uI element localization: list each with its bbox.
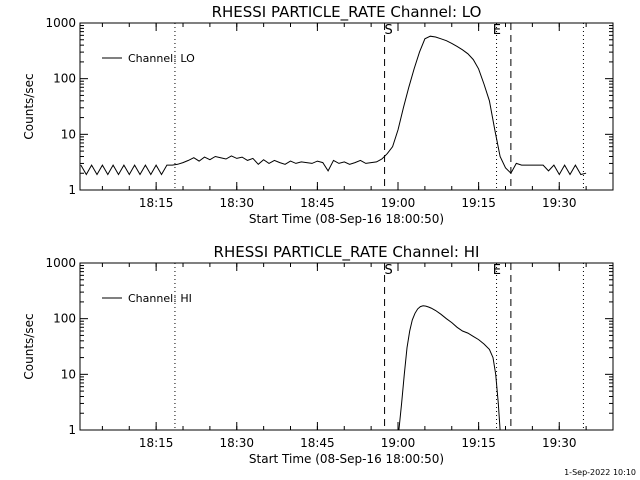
- x-tick-label: 19:30: [542, 196, 577, 210]
- x-tick-label: 18:15: [139, 196, 174, 210]
- series-line: [398, 305, 501, 431]
- x-tick-label: 18:45: [300, 196, 335, 210]
- legend-label: Channel: LO: [128, 52, 195, 65]
- marker-label-s: S: [384, 263, 392, 278]
- x-tick-label: 19:15: [461, 436, 496, 450]
- chart-panel-lo: RHESSI PARTICLE_RATE Channel: LO Start Ti…: [22, 3, 614, 226]
- plot-frame: [79, 262, 614, 431]
- marker-label-s: S: [384, 23, 392, 38]
- y-tick-label: 100: [53, 312, 76, 326]
- plot-frame: [79, 22, 614, 191]
- marker-label-e: E: [493, 263, 501, 278]
- y-tick-label: 100: [53, 72, 76, 86]
- y-axis-label: Counts/sec: [22, 313, 36, 379]
- y-tick-label: 1: [68, 423, 76, 437]
- x-tick-label: 19:30: [542, 436, 577, 450]
- x-tick-label: 18:15: [139, 436, 174, 450]
- x-tick-label: 19:15: [461, 196, 496, 210]
- x-tick-label: 19:00: [381, 436, 416, 450]
- marker-label-e: E: [493, 23, 501, 38]
- y-tick-label: 1000: [45, 16, 76, 30]
- x-tick-label: 18:30: [219, 436, 254, 450]
- y-tick-label: 10: [61, 367, 76, 381]
- series-line: [80, 35, 587, 176]
- chart-title: RHESSI PARTICLE_RATE Channel: HI: [214, 243, 480, 262]
- y-tick-label: 1: [68, 183, 76, 197]
- legend-label: Channel: HI: [128, 292, 192, 305]
- x-tick-label: 19:00: [381, 196, 416, 210]
- chart-panel-hi: RHESSI PARTICLE_RATE Channel: HI Start Ti…: [22, 243, 614, 466]
- x-axis-label: Start Time (08-Sep-16 18:00:50): [249, 212, 444, 226]
- x-tick-label: 18:45: [300, 436, 335, 450]
- x-axis-label: Start Time (08-Sep-16 18:00:50): [249, 452, 444, 466]
- y-tick-label: 1000: [45, 256, 76, 270]
- timestamp-label: 1-Sep-2022 10:10: [564, 468, 636, 477]
- x-tick-label: 18:30: [219, 196, 254, 210]
- y-axis-label: Counts/sec: [22, 73, 36, 139]
- chart-title: RHESSI PARTICLE_RATE Channel: LO: [212, 3, 482, 22]
- y-tick-label: 10: [61, 127, 76, 141]
